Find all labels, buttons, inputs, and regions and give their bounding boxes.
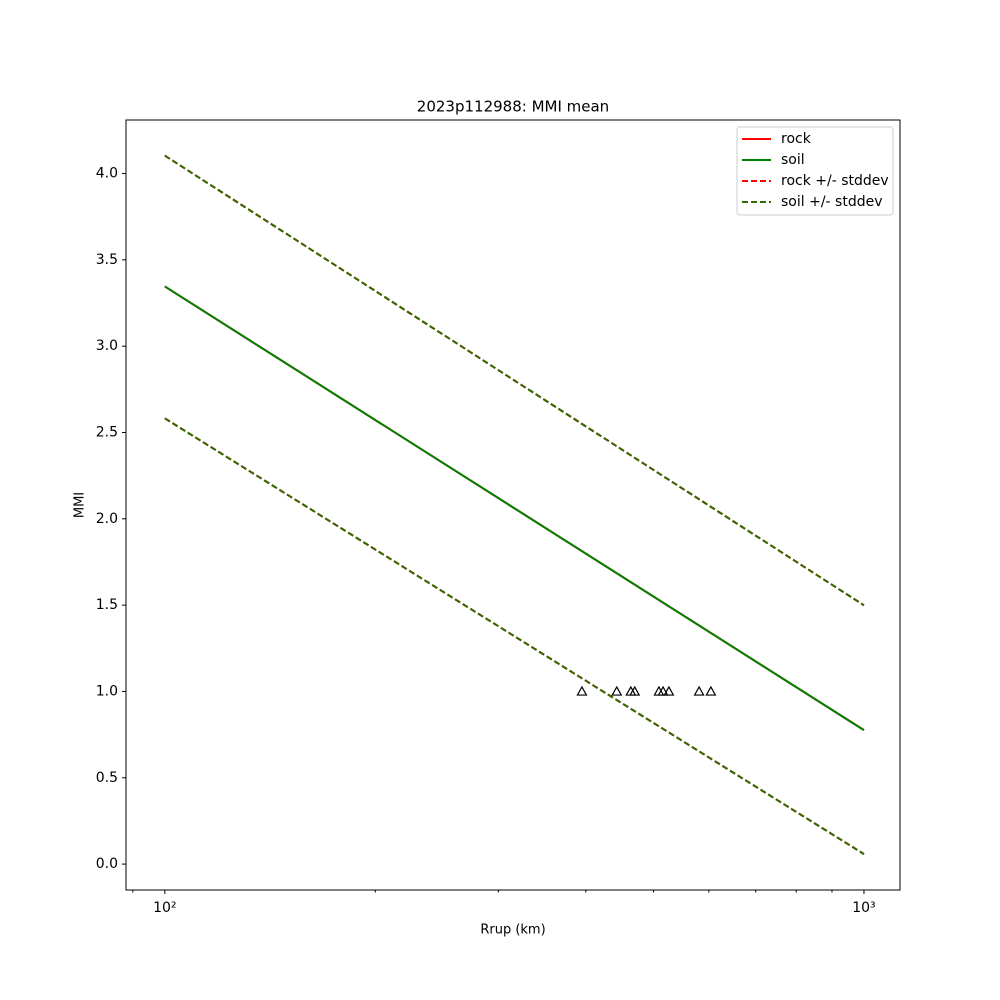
station-marker — [611, 685, 623, 696]
y-axis-label: MMI — [73, 492, 88, 518]
station-marker — [693, 685, 705, 696]
y-tick-label: 3.5 — [96, 252, 118, 268]
station-marker — [629, 685, 641, 696]
plot-frame — [125, 119, 901, 891]
legend-label: soil +/- stddev — [781, 194, 883, 210]
station-marker — [705, 685, 717, 696]
y-tick-label: 3.0 — [96, 338, 118, 354]
legend-box — [736, 126, 894, 216]
y-tick-label: 0.0 — [96, 856, 118, 872]
legend-label: rock +/- stddev — [781, 173, 889, 189]
x-axis-label: Rrup (km) — [480, 923, 545, 938]
y-tick-label: 2.0 — [96, 511, 118, 527]
chart-title: 2023p112988: MMI mean — [417, 98, 609, 116]
y-tick-label: 4.0 — [96, 166, 118, 182]
y-tick-label: 1.0 — [96, 683, 118, 699]
y-tick-label: 2.5 — [96, 424, 118, 440]
stddev-lower-line — [164, 417, 865, 855]
y-tick-label: 0.5 — [96, 770, 118, 786]
legend-label: soil — [781, 152, 805, 168]
station-marker — [657, 685, 669, 696]
station-marker — [663, 685, 675, 696]
x-tick-label: 10² — [153, 900, 176, 916]
x-tick-label: 10³ — [852, 900, 875, 916]
series-line — [164, 285, 865, 731]
legend-label: rock — [781, 131, 812, 147]
stddev-upper-line — [164, 154, 865, 607]
y-tick-label: 1.5 — [96, 597, 118, 613]
stddev-lower-line — [164, 417, 865, 855]
station-marker — [576, 685, 588, 696]
